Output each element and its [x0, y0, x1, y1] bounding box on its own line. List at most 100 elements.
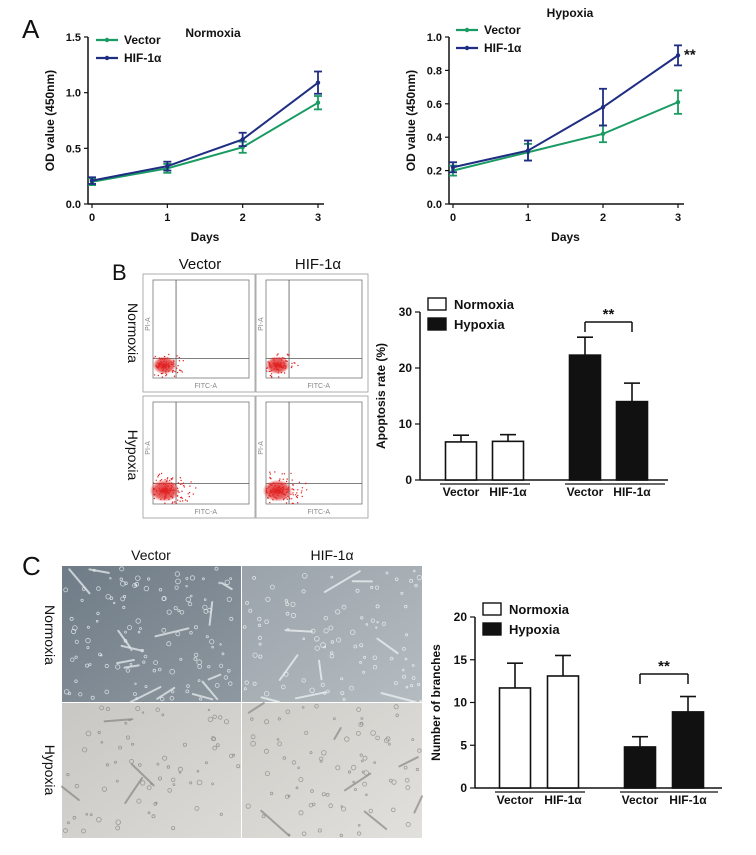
y-tick-label: 30 — [399, 305, 413, 319]
event-dot — [299, 482, 300, 483]
event-dot — [166, 364, 167, 365]
bar-normoxia — [493, 441, 524, 480]
flow-cytometry-grid: Vector HIF-1α Normoxia Hypoxia FITC-API-… — [125, 256, 368, 518]
event-dot — [173, 366, 174, 367]
event-dot — [163, 484, 164, 485]
data-point — [451, 165, 455, 169]
event-dot — [276, 369, 277, 370]
event-dot — [175, 484, 176, 485]
event-dot — [180, 501, 181, 502]
event-dot — [153, 489, 154, 490]
event-dot — [266, 368, 267, 369]
event-dot — [180, 480, 181, 481]
event-dot — [290, 473, 291, 474]
event-dot — [284, 358, 285, 359]
event-dot — [276, 487, 277, 488]
event-dot — [166, 488, 167, 489]
event-dot — [277, 353, 278, 354]
event-dot — [288, 496, 289, 497]
event-dot — [272, 492, 273, 493]
y-tick-label: 0.8 — [427, 65, 442, 77]
event-dot — [173, 363, 174, 364]
event-dot — [160, 490, 161, 491]
event-dot — [173, 490, 174, 491]
event-dot — [158, 484, 159, 485]
y-tick-label: 20 — [454, 610, 468, 624]
significance-mark: ** — [603, 306, 615, 323]
event-dot — [271, 377, 272, 378]
significance-mark: ** — [684, 46, 696, 63]
y-tick-label: 5 — [460, 738, 467, 752]
event-dot — [286, 502, 287, 503]
event-dot — [281, 483, 282, 484]
micro-row-label-hypoxia: Hypoxia — [42, 745, 58, 796]
event-dot — [170, 491, 171, 492]
event-dot — [177, 500, 178, 501]
event-dot — [168, 367, 169, 368]
y-tick-label: 1.5 — [66, 32, 81, 44]
event-dot — [275, 491, 276, 492]
category-label: Vector — [497, 793, 534, 807]
event-dot — [272, 489, 273, 490]
event-dot — [168, 492, 169, 493]
significance-mark: ** — [658, 658, 670, 675]
event-dot — [275, 497, 276, 498]
event-dot — [292, 488, 293, 489]
data-point — [316, 100, 320, 104]
bar-hypoxia — [570, 355, 601, 480]
event-dot — [164, 358, 165, 359]
event-dot — [161, 362, 162, 363]
event-dot — [292, 479, 293, 480]
chart-title: Hypoxia — [547, 6, 594, 20]
event-dot — [287, 361, 288, 362]
event-dot — [266, 370, 267, 371]
event-dot — [278, 372, 279, 373]
event-dot — [168, 371, 169, 372]
event-dot — [271, 367, 272, 368]
event-dot — [163, 365, 164, 366]
flow-x-axis-label: FITC-A — [195, 509, 218, 516]
data-point — [90, 178, 94, 182]
flow-x-axis-label: FITC-A — [195, 383, 218, 390]
event-dot — [168, 365, 169, 366]
y-tick-label: 0.2 — [427, 166, 442, 178]
event-dot — [281, 487, 282, 488]
event-dot — [277, 495, 278, 496]
event-dot — [168, 354, 169, 355]
legend-label: Normoxia — [509, 602, 570, 617]
event-dot — [157, 476, 158, 477]
event-dot — [171, 483, 172, 484]
event-dot — [155, 356, 156, 357]
event-dot — [185, 499, 186, 500]
event-dot — [169, 480, 170, 481]
event-dot — [168, 486, 169, 487]
y-tick-label: 10 — [454, 696, 468, 710]
event-dot — [181, 497, 182, 498]
event-dot — [156, 480, 157, 481]
event-dot — [159, 488, 160, 489]
event-dot — [159, 359, 160, 360]
event-dot — [179, 357, 180, 358]
event-dot — [169, 483, 170, 484]
bar-normoxia — [500, 688, 531, 788]
event-dot — [166, 369, 167, 370]
event-dot — [168, 363, 169, 364]
flow-plot-normoxia-hif: FITC-API-A — [256, 274, 368, 392]
event-dot — [165, 484, 166, 485]
event-dot — [296, 496, 297, 497]
event-dot — [266, 488, 267, 489]
series-line-hif — [453, 55, 678, 167]
event-dot — [154, 494, 155, 495]
event-dot — [158, 363, 159, 364]
event-dot — [177, 495, 178, 496]
event-dot — [279, 480, 280, 481]
event-dot — [163, 369, 164, 370]
event-dot — [284, 372, 285, 373]
event-dot — [158, 365, 159, 366]
micro-row-label-normoxia: Normoxia — [42, 605, 58, 665]
event-dot — [160, 361, 161, 362]
x-tick-label: 2 — [600, 212, 606, 224]
event-dot — [177, 365, 178, 366]
event-dot — [172, 501, 173, 502]
